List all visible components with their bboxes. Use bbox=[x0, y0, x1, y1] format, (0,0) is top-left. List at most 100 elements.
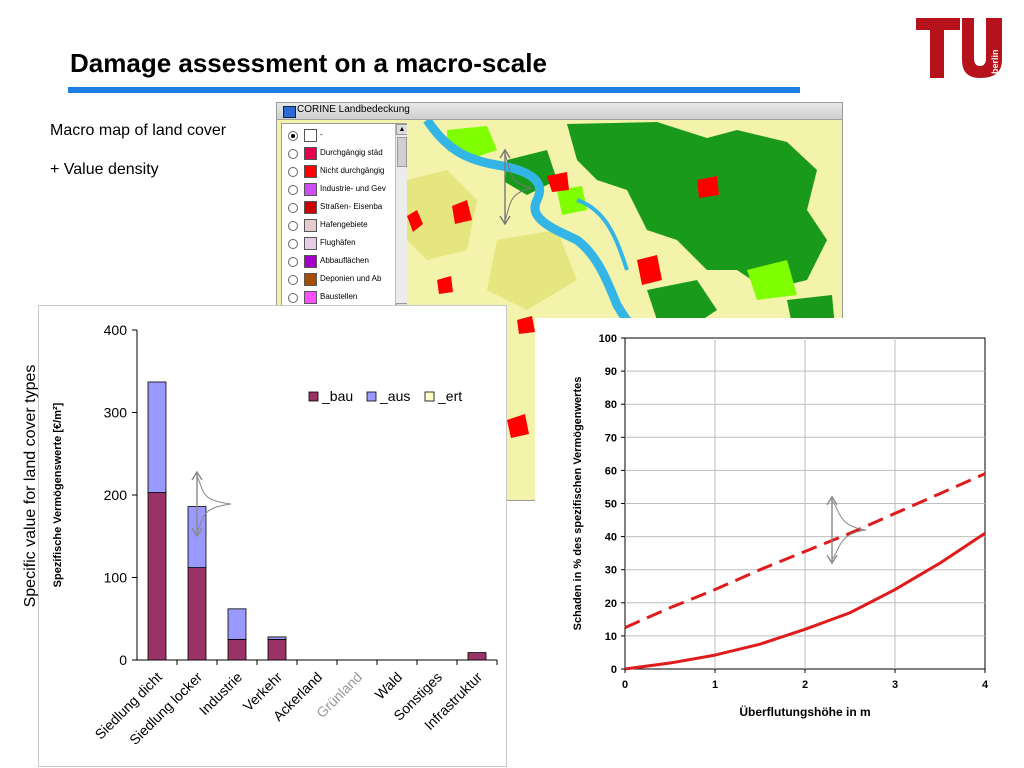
range-arrow-head bbox=[191, 470, 203, 538]
legend-item[interactable]: Nicht durchgängig bbox=[284, 164, 390, 181]
legend-entry: _bau bbox=[321, 388, 353, 404]
y-tick-label: 90 bbox=[605, 366, 617, 378]
tu-berlin-logo: berlin bbox=[916, 18, 1002, 78]
legend-radio[interactable] bbox=[288, 275, 298, 285]
map-forest bbox=[647, 280, 717, 330]
x-tick-label: 2 bbox=[802, 679, 808, 691]
y-tick-label: 0 bbox=[611, 664, 617, 676]
window-title: CORINE Landbedeckung bbox=[297, 104, 410, 115]
legend-color-swatch bbox=[304, 291, 317, 304]
legend-label: Flughäfen bbox=[320, 238, 356, 247]
map-distribution-curve bbox=[504, 153, 532, 221]
legend-color-swatch bbox=[304, 255, 317, 268]
legend-label: Nicht durchgängig bbox=[320, 166, 385, 175]
y-tick-label: 20 bbox=[605, 598, 617, 610]
legend-color-swatch bbox=[304, 201, 317, 214]
legend-entry: _aus bbox=[379, 388, 410, 404]
y-axis-label: Spezifische Vermögenswerte [€/m²] bbox=[52, 402, 64, 587]
legend-radio[interactable] bbox=[288, 131, 298, 141]
category-label: Industrie bbox=[196, 669, 245, 718]
y-tick-label: 40 bbox=[605, 532, 617, 544]
bar-segment bbox=[267, 638, 287, 661]
y-tick-label: 60 bbox=[605, 465, 617, 477]
logo-u-shape bbox=[962, 18, 1002, 78]
map-settlement bbox=[697, 176, 719, 198]
damage-curve-dashed-line bbox=[624, 472, 986, 629]
legend-color-swatch bbox=[304, 147, 317, 160]
legend-swatch bbox=[308, 391, 319, 402]
map-settlement bbox=[517, 316, 535, 334]
lead-text-land-cover: Macro map of land cover bbox=[50, 122, 227, 139]
legend-label: Abbauflächen bbox=[320, 256, 369, 265]
legend-item[interactable]: Durchgängig städ bbox=[284, 146, 390, 163]
legend-color-swatch bbox=[304, 165, 317, 178]
y-tick-label: 50 bbox=[605, 499, 617, 511]
legend-radio[interactable] bbox=[288, 257, 298, 267]
distribution-curve bbox=[196, 475, 232, 533]
title-underline bbox=[68, 87, 800, 93]
legend-item[interactable]: Abbauflächen bbox=[284, 254, 390, 271]
map-river-branch bbox=[576, 198, 629, 271]
y-tick-label: 200 bbox=[104, 487, 128, 503]
legend-radio[interactable] bbox=[288, 221, 298, 231]
damage-curve-line-chart: 0 10 20 30 40 50 60 70 80 90 100 0 1 2 3 4 Überflutungsh… bbox=[535, 318, 1005, 730]
legend-swatch bbox=[424, 391, 435, 402]
bar-segment bbox=[187, 567, 207, 661]
legend-color-swatch bbox=[304, 273, 317, 286]
bar-segment bbox=[147, 381, 167, 493]
legend-radio[interactable] bbox=[288, 239, 298, 249]
range-arrow-head bbox=[826, 495, 838, 565]
legend-entry: _ert bbox=[437, 388, 462, 404]
legend-radio[interactable] bbox=[288, 167, 298, 177]
legend-radio[interactable] bbox=[288, 203, 298, 213]
logo-text: berlin bbox=[990, 49, 1000, 74]
legend-item[interactable]: Baustellen bbox=[284, 290, 390, 307]
legend-radio[interactable] bbox=[288, 293, 298, 303]
category-label: Siedlung locker bbox=[126, 669, 205, 748]
map-settlement bbox=[547, 172, 569, 192]
map-patch-pasture bbox=[487, 230, 577, 310]
map-forest bbox=[567, 122, 827, 290]
y-tick-label: 70 bbox=[605, 432, 617, 444]
land-cover-legend: ▲ ▼ - Durchgängig städ Nicht durchgängig In… bbox=[281, 123, 409, 315]
scroll-thumb[interactable] bbox=[397, 137, 407, 167]
y-tick-label: 10 bbox=[605, 631, 617, 643]
slide-title: Damage assessment on a macro-scale bbox=[70, 48, 547, 78]
legend-radio[interactable] bbox=[288, 185, 298, 195]
legend-item[interactable]: Deponien und Ab bbox=[284, 272, 390, 289]
legend-label: Durchgängig städ bbox=[320, 148, 383, 157]
legend-item[interactable]: Straßen- Eisenba bbox=[284, 200, 390, 217]
legend-radio[interactable] bbox=[288, 149, 298, 159]
distribution-curve bbox=[831, 500, 867, 560]
category-label: Wald bbox=[372, 669, 406, 703]
bar-segment bbox=[267, 636, 287, 640]
legend-item[interactable]: Industrie- und Gev bbox=[284, 182, 390, 199]
y-tick-label: 80 bbox=[605, 399, 617, 411]
legend-item[interactable]: Hafengebiete bbox=[284, 218, 390, 235]
y-tick-label: 100 bbox=[104, 570, 128, 586]
map-range-arrow-head bbox=[499, 148, 511, 226]
map-settlement bbox=[407, 210, 423, 232]
y-tick-label: 30 bbox=[605, 565, 617, 577]
legend-item[interactable]: - bbox=[284, 128, 390, 145]
map-settlement bbox=[507, 414, 529, 438]
legend-label: Straßen- Eisenba bbox=[320, 202, 383, 211]
x-axis-label: Überflutungshöhe in m bbox=[739, 704, 870, 719]
window-app-icon bbox=[283, 106, 296, 118]
legend-color-swatch bbox=[304, 129, 317, 142]
map-meadow bbox=[557, 186, 587, 215]
legend-color-swatch bbox=[304, 183, 317, 196]
y-axis-label: Schaden in % des spezifischen Vermögenwe… bbox=[572, 377, 584, 631]
legend-color-swatch bbox=[304, 237, 317, 250]
map-patch-pasture bbox=[407, 170, 477, 260]
legend-item[interactable]: Flughäfen bbox=[284, 236, 390, 253]
legend-color-swatch bbox=[304, 219, 317, 232]
map-settlement bbox=[437, 276, 453, 294]
y-tick-label: 0 bbox=[119, 652, 127, 668]
x-tick-label: 1 bbox=[712, 679, 718, 691]
window-titlebar[interactable]: CORINE Landbedeckung bbox=[277, 103, 842, 120]
bar-segment bbox=[227, 608, 247, 640]
legend-swatch bbox=[366, 391, 377, 402]
category-label: Siedlung dicht bbox=[92, 669, 166, 743]
